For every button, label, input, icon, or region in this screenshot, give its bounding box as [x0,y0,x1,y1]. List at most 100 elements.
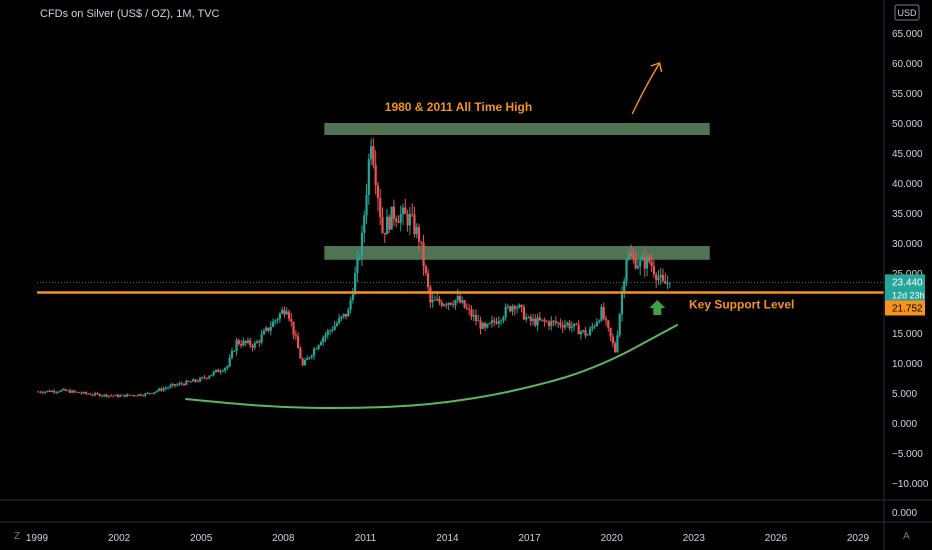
candle [114,394,117,396]
candle [128,394,131,396]
candle [331,326,334,333]
x-tick-label: 2017 [518,533,541,544]
candle [645,253,649,277]
candle [604,315,608,327]
resistance-zone-1 [324,246,710,260]
candle [541,319,544,323]
candle [64,388,67,392]
candle [370,138,373,166]
candle [338,314,341,325]
candle [253,340,256,350]
candle [627,248,630,261]
candle [582,329,585,334]
candle [171,382,174,388]
candle [205,377,209,380]
candle [290,313,293,327]
candle [57,390,60,394]
target-arrow-icon [631,62,663,115]
y-tick-label: 65.000 [892,29,923,40]
candle [659,267,662,285]
svg-text:23.440: 23.440 [892,277,923,288]
candle [55,391,58,395]
candle [41,390,44,394]
candle [192,378,195,382]
candle [511,304,514,316]
candle [543,317,546,327]
candle [139,393,142,397]
candle [422,234,425,276]
candle [600,304,603,322]
candle [78,391,81,393]
candle [477,314,480,322]
candle [554,316,557,326]
candle [365,183,368,224]
candle [135,395,138,397]
y-tick-label: 10.000 [892,359,923,370]
x-tick-label: 2002 [108,533,131,544]
candle [641,253,644,262]
candle [374,150,377,195]
candle [632,247,635,264]
candle [294,330,297,341]
candle [367,153,370,205]
candle [91,393,94,397]
candle [390,206,393,230]
candle [381,207,384,234]
timezone-icon[interactable]: Z [14,531,21,542]
candle [342,313,345,320]
candle [461,296,464,305]
candle [155,390,158,394]
currency-badge[interactable]: USD [894,4,920,21]
candle [616,330,619,354]
candle [96,392,99,395]
candle [609,327,612,342]
candle [281,306,284,315]
candle [629,244,633,257]
candle [623,277,626,299]
candle [438,295,441,306]
x-tick-label: 2014 [436,533,459,544]
x-tick-label: 2011 [355,533,377,544]
candle [550,316,553,331]
candle [557,321,560,329]
candle [301,357,304,367]
candle [237,338,240,346]
candle [59,389,63,393]
candle [652,259,655,278]
candle [322,335,325,347]
candle [447,302,450,311]
candle [356,249,359,283]
candle [148,392,151,395]
auto-scale-icon[interactable]: A [903,531,910,542]
candle [363,210,366,243]
candle [324,332,327,343]
candle [538,311,541,322]
candle [100,395,104,398]
candle [634,251,637,270]
candle [319,340,323,346]
candle [607,319,610,332]
candle [53,389,56,395]
y-tick-label: −5.000 [892,449,923,460]
candle [224,367,227,374]
candle [479,316,482,335]
candle [198,376,202,383]
candle [160,386,163,392]
y-tick-label: 5.000 [892,389,917,400]
candle [486,323,489,329]
candle [504,303,507,321]
candle [169,383,172,389]
candle [397,215,400,224]
candle [401,203,405,226]
candle [424,264,427,276]
candle [536,313,539,332]
candle [417,223,421,252]
candle [203,374,206,380]
candle [221,369,224,373]
candle [527,315,530,319]
candle [404,198,407,215]
candle [385,208,389,235]
candle [427,268,430,294]
